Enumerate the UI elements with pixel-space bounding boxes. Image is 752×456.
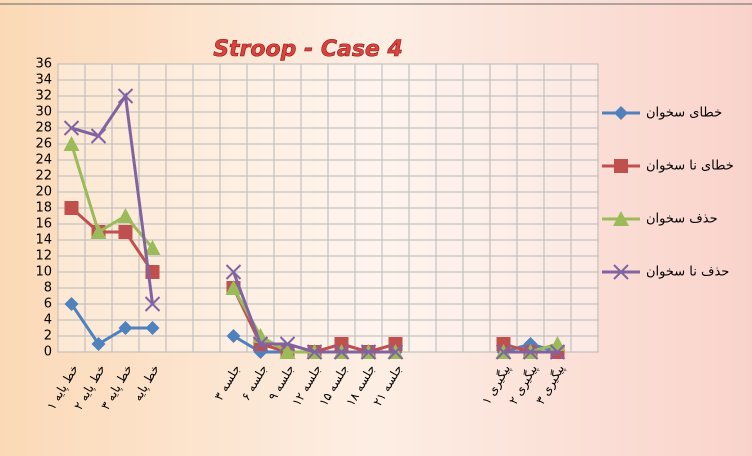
marker: [90, 224, 107, 239]
y-tick-label: 12: [35, 249, 52, 264]
y-tick-label: 20: [35, 185, 52, 200]
y-tick-label: 16: [35, 217, 52, 232]
marker: [64, 201, 79, 215]
y-tick-label: 0: [44, 345, 52, 360]
y-tick-label: 26: [35, 137, 52, 152]
chart-title: Stroop - Case 4: [213, 37, 403, 62]
legend-label: حذف سخوان: [646, 212, 718, 227]
marker: [360, 344, 377, 360]
marker: [333, 344, 350, 360]
y-tick-label: 24: [35, 153, 52, 168]
marker: [118, 225, 133, 239]
marker: [90, 128, 107, 144]
marker: [144, 240, 161, 255]
marker: [63, 120, 80, 136]
y-tick-label: 10: [35, 265, 52, 280]
y-tick-label: 8: [44, 281, 52, 296]
y-tick-label: 36: [35, 57, 52, 72]
marker: [306, 344, 323, 360]
marker: [117, 88, 134, 104]
legend-marker: [613, 264, 629, 280]
y-tick-label: 30: [35, 105, 52, 120]
y-tick-label: 28: [35, 121, 52, 136]
marker: [63, 136, 80, 151]
marker: [145, 321, 160, 335]
marker: [522, 344, 539, 360]
legend-label: حذف نا سخوان: [646, 265, 729, 280]
y-tick-label: 6: [44, 297, 52, 312]
legend-label: خطای سخوان: [646, 106, 722, 121]
marker: [225, 280, 242, 295]
marker: [549, 344, 566, 360]
y-tick-label: 32: [35, 89, 52, 104]
y-tick-label: 4: [44, 313, 52, 328]
legend-marker: [614, 106, 628, 120]
marker: [64, 297, 79, 311]
marker: [225, 264, 242, 280]
legend-marker: [614, 159, 628, 173]
y-tick-label: 2: [44, 329, 52, 344]
marker: [495, 344, 512, 360]
marker: [279, 336, 296, 352]
marker: [91, 337, 106, 351]
y-tick-label: 34: [35, 73, 52, 88]
marker: [144, 296, 161, 312]
marker: [118, 321, 133, 335]
marker: [252, 336, 269, 352]
legend-marker: [613, 211, 629, 226]
y-tick-label: 18: [35, 201, 52, 216]
y-tick-label: 22: [35, 169, 52, 184]
marker: [387, 344, 404, 360]
legend-label: خطای نا سخوان: [646, 159, 734, 174]
y-tick-label: 14: [35, 233, 52, 248]
marker: [226, 329, 241, 343]
marker: [117, 208, 134, 223]
marker: [279, 344, 296, 359]
